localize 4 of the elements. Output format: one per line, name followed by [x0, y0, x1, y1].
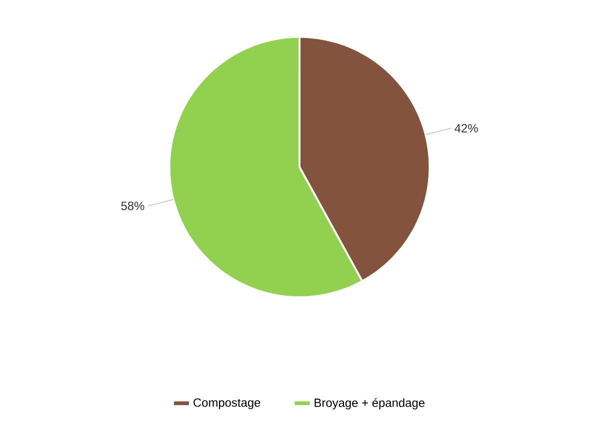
legend-label: Compostage — [194, 398, 260, 410]
data-label: 58% — [121, 202, 144, 210]
data-label: 42% — [454, 124, 478, 132]
legend-label: Broyage + épandage — [314, 398, 424, 410]
